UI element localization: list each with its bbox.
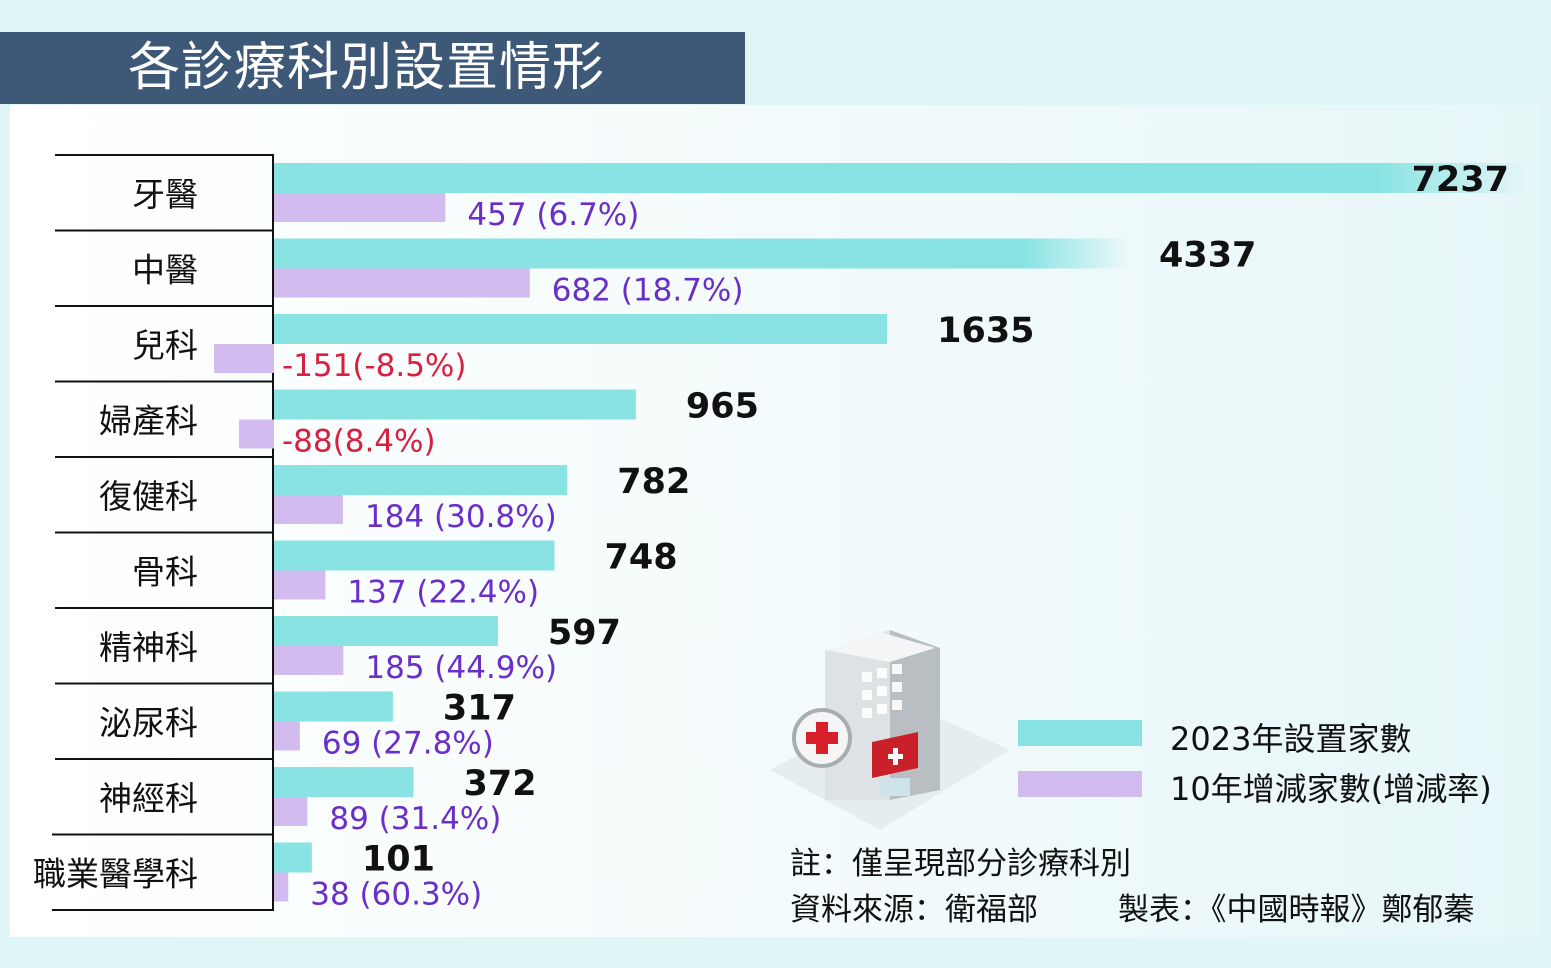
bar-2023 xyxy=(274,389,636,420)
source-text: 資料來源：衛福部 xyxy=(790,892,1038,928)
credit-text: 製表：《中國時報》鄭郁蓁 xyxy=(1118,892,1475,928)
value-label-change: 89 (31.4%) xyxy=(329,801,501,837)
value-label-change: 457 (6.7%) xyxy=(467,197,639,233)
legend-label-change: 10年增減家數(增減率) xyxy=(1170,770,1492,808)
value-label-change: 38 (60.3%) xyxy=(310,877,482,913)
bar-change xyxy=(274,268,530,298)
value-label-2023: 101 xyxy=(362,840,435,880)
category-label: 泌尿科 xyxy=(99,704,198,743)
title-bar xyxy=(0,32,745,104)
value-label-change: -88(8.4%) xyxy=(282,424,436,460)
value-label-change: 682 (18.7%) xyxy=(552,273,744,309)
bar-2023 xyxy=(274,616,498,646)
bar-change xyxy=(274,495,343,524)
value-label-change: 184 (30.8%) xyxy=(365,499,557,535)
bar-change xyxy=(274,797,308,826)
category-label: 骨科 xyxy=(132,553,198,592)
category-label: 兒科 xyxy=(132,326,198,365)
legend-swatch-change xyxy=(1018,771,1142,797)
bar-2023 xyxy=(274,767,414,797)
value-label-change: 137 (22.4%) xyxy=(347,575,539,611)
bar-2023 xyxy=(274,314,888,344)
bar-2023 xyxy=(274,842,312,873)
bar-change xyxy=(274,646,344,675)
legend-label-2023: 2023年設置家數 xyxy=(1170,720,1412,758)
bar-2023 xyxy=(274,465,568,495)
hospital-icon xyxy=(770,630,1010,830)
category-label: 復健科 xyxy=(99,477,198,516)
bar-change xyxy=(274,193,446,222)
value-label-2023: 1635 xyxy=(937,311,1034,351)
bar-change xyxy=(274,721,300,751)
category-label: 精神科 xyxy=(99,628,198,667)
category-label: 中醫 xyxy=(132,251,198,290)
bar-2023 xyxy=(274,540,555,571)
category-label: 牙醫 xyxy=(132,175,198,214)
value-label-change: 69 (27.8%) xyxy=(322,726,494,762)
bar-2023 xyxy=(274,163,1529,193)
category-label: 神經科 xyxy=(99,779,198,818)
value-label-change: 185 (44.9%) xyxy=(365,650,557,686)
bar-change xyxy=(274,872,289,902)
value-label-2023: 965 xyxy=(686,387,759,427)
category-label: 婦產科 xyxy=(99,402,198,441)
category-label: 職業醫學科 xyxy=(33,855,198,894)
bar-2023 xyxy=(274,238,1129,269)
legend-swatch-2023 xyxy=(1018,720,1142,746)
bar-change xyxy=(274,570,326,600)
value-label-2023: 782 xyxy=(617,462,690,502)
value-label-2023: 317 xyxy=(443,689,516,729)
bar-change xyxy=(213,344,274,373)
value-label-2023: 748 xyxy=(605,538,678,578)
value-label-2023: 372 xyxy=(464,764,537,804)
bar-change xyxy=(239,419,274,449)
value-label-2023: 7237 xyxy=(1412,160,1509,200)
note-text: 註：僅呈現部分診療科別 xyxy=(790,846,1131,882)
value-label-2023: 4337 xyxy=(1159,236,1256,276)
chart-title: 各診療科別設置情形 xyxy=(128,38,606,98)
value-label-2023: 597 xyxy=(548,613,621,653)
value-label-change: -151(-8.5%) xyxy=(282,348,467,384)
bar-2023 xyxy=(274,691,393,722)
